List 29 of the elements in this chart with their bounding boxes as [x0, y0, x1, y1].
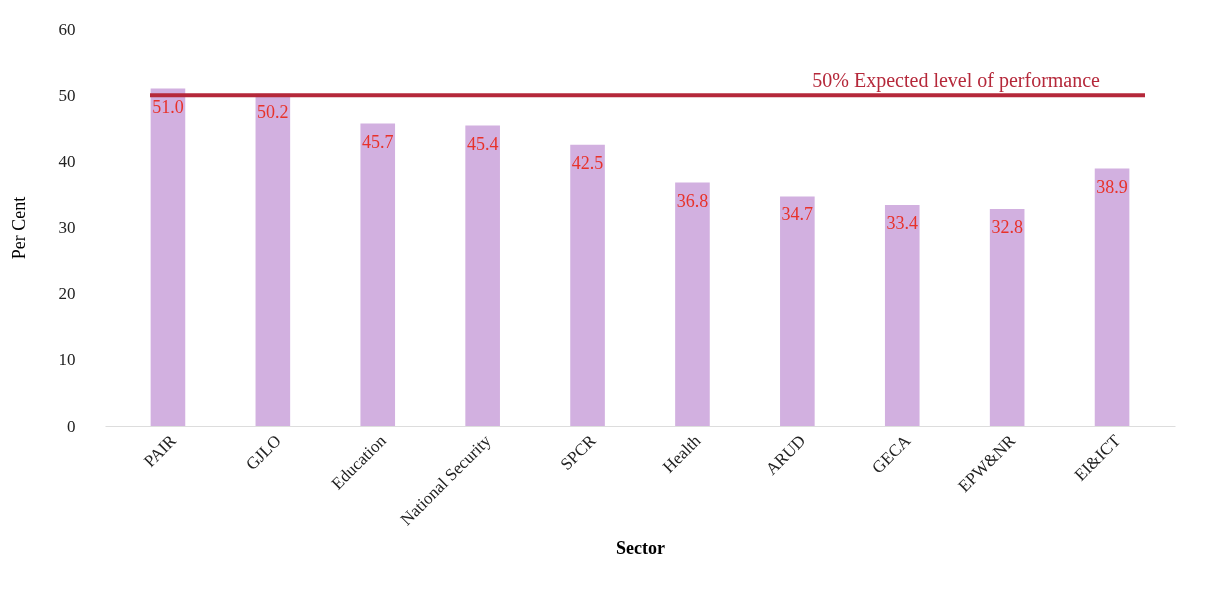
- bar: [465, 125, 500, 426]
- data-label: 38.9: [1096, 176, 1128, 197]
- data-label: 51.0: [152, 96, 184, 117]
- data-label: 42.5: [571, 152, 604, 173]
- y-tick-label: 60: [58, 19, 76, 39]
- bar: [675, 182, 710, 426]
- y-tick-label: 20: [58, 284, 76, 304]
- bar: [570, 144, 605, 426]
- y-tick-label: 10: [58, 350, 76, 370]
- bar: [150, 88, 186, 426]
- data-label: 45.7: [362, 131, 394, 152]
- y-tick-label: 40: [58, 151, 76, 171]
- data-label: 33.4: [886, 213, 918, 233]
- y-tick-label: 50: [58, 85, 76, 105]
- y-tick-label: 30: [58, 218, 76, 237]
- bar: [360, 123, 396, 426]
- bar: [884, 205, 920, 426]
- bar: [1094, 168, 1130, 426]
- data-label: 45.4: [466, 133, 499, 154]
- y-tick-label: 0: [67, 416, 76, 436]
- y-axis-title: Per Cent: [8, 196, 29, 260]
- data-label: 32.8: [991, 216, 1023, 237]
- data-label: 50.2: [257, 101, 289, 122]
- bar: [989, 208, 1025, 426]
- bar: [780, 196, 815, 426]
- data-label: 34.7: [781, 204, 814, 225]
- data-label: 36.8: [676, 190, 709, 211]
- ref-line-label: 50% Expected level of performance: [812, 69, 1101, 93]
- x-axis-title: Sector: [616, 538, 665, 559]
